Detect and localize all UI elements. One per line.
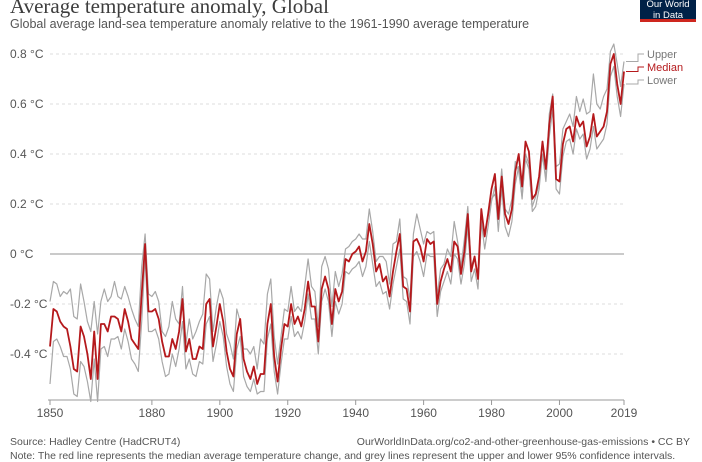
- series-line-lower: [49, 65, 625, 403]
- logo-line-1: Our World: [646, 0, 690, 10]
- owid-logo[interactable]: Our World in Data: [640, 0, 696, 22]
- x-tick-label: 1960: [410, 406, 437, 420]
- x-tick-label: 1980: [478, 406, 505, 420]
- y-tick-label: 0.2 °C: [10, 197, 44, 211]
- credit-link[interactable]: OurWorldInData.org/co2-and-other-greenho…: [356, 436, 690, 448]
- legend-label-upper: Upper: [647, 49, 677, 61]
- y-tick-label: -0.4 °C: [10, 347, 48, 361]
- y-tick-label: 0.8 °C: [10, 47, 44, 61]
- x-tick-label: 1900: [206, 406, 233, 420]
- x-tick-label: 1850: [37, 406, 64, 420]
- x-tick-label: 2000: [546, 406, 573, 420]
- logo-line-2: in Data: [652, 10, 684, 21]
- series-lines: [49, 43, 625, 403]
- legend-label-lower: Lower: [647, 75, 677, 87]
- x-tick-label: 1920: [274, 406, 301, 420]
- y-tick-label: 0 °C: [10, 247, 34, 261]
- y-tick-label: 0.6 °C: [10, 97, 44, 111]
- chart-note: Note: The red line represents the median…: [10, 450, 676, 462]
- source-text: Source: Hadley Centre (HadCRUT4): [10, 436, 181, 448]
- x-axis: 1850 1880 1900 1920 1940 1960 1980 2000 2019: [37, 399, 638, 420]
- legend-connector: [626, 79, 644, 85]
- x-tick-label: 1880: [139, 406, 166, 420]
- series-line-median: [49, 53, 625, 385]
- legend-connector: [626, 66, 644, 72]
- x-tick-label: 2019: [611, 406, 638, 420]
- chart-title: Average temperature anomaly, Global: [10, 0, 329, 18]
- legend-label-median: Median: [647, 62, 683, 74]
- y-tick-label: 0.4 °C: [10, 147, 44, 161]
- y-axis-labels: -0.4 °C -0.2 °C 0 °C 0.2 °C 0.4 °C 0.6 °C 0.8 …: [10, 47, 48, 361]
- chart-subtitle: Global average land-sea temperature anom…: [10, 17, 530, 31]
- y-tick-label: -0.2 °C: [10, 297, 48, 311]
- x-tick-label: 1940: [342, 406, 369, 420]
- series-line-upper: [49, 43, 625, 370]
- legend-connector: [626, 53, 644, 62]
